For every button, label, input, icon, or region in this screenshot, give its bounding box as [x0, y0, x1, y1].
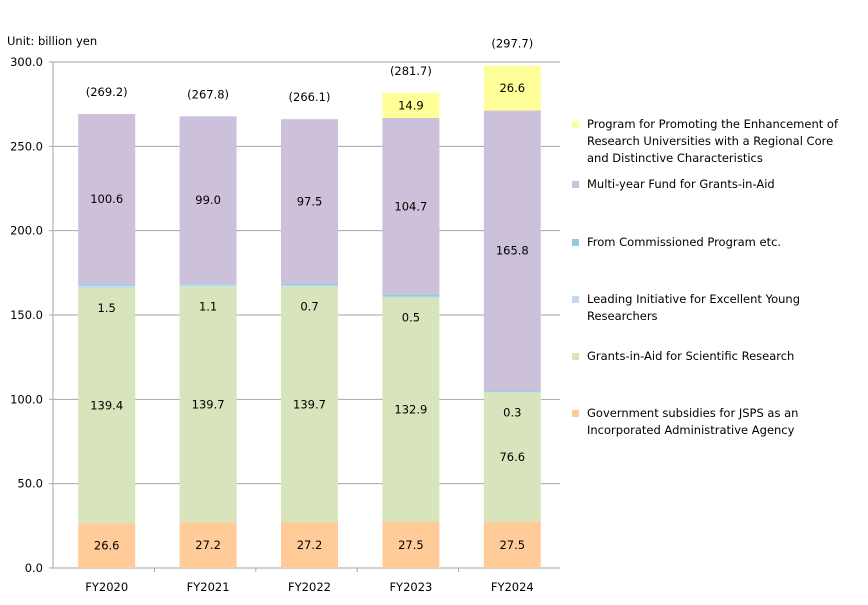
legend-label: Grants-in-Aid for Scientific Research	[587, 349, 795, 363]
legend-swatch	[572, 296, 579, 303]
legend-swatch	[572, 353, 579, 360]
data-label: 27.5	[398, 538, 424, 552]
data-label: 26.6	[94, 539, 120, 553]
unit-label: Unit: billion yen	[7, 34, 98, 48]
bar-segment	[382, 92, 440, 118]
data-label: 100.6	[90, 192, 123, 206]
y-tick-label: 150.0	[10, 308, 43, 322]
data-label: 76.6	[499, 450, 525, 464]
data-label: 132.9	[394, 403, 427, 417]
legend-item: Government subsidies for JSPS as an Inco…	[572, 405, 802, 439]
legend-label: Leading Initiative for Excellent Young R…	[587, 292, 800, 323]
data-label: 139.7	[192, 397, 225, 411]
x-tick-label: FY2024	[491, 580, 534, 594]
legend-label: Program for Promoting the Enhancement of…	[587, 117, 838, 165]
bar-segment	[483, 392, 541, 522]
bar-segment	[78, 288, 136, 524]
total-label: (266.1)	[289, 90, 331, 104]
legend-swatch	[572, 181, 579, 188]
data-label: 1.5	[98, 301, 116, 315]
data-label: 99.0	[195, 193, 221, 207]
data-label: 27.2	[297, 538, 323, 552]
data-label: 165.8	[496, 243, 529, 257]
total-label: (269.2)	[86, 85, 128, 99]
y-tick-label: 200.0	[10, 224, 43, 238]
x-tick-label: FY2021	[187, 580, 230, 594]
bar-segment	[483, 65, 541, 111]
legend-item: Grants-in-Aid for Scientific Research	[572, 348, 794, 365]
legend-swatch	[572, 239, 579, 246]
data-label: 0.5	[402, 310, 420, 324]
bar-segment	[281, 285, 338, 287]
data-label: 0.7	[300, 299, 318, 313]
data-label: 14.9	[398, 98, 424, 112]
legend-swatch	[572, 121, 579, 128]
legend-item: Multi-year Fund for Grants-in-Aid	[572, 176, 775, 193]
bar-segment	[78, 114, 136, 284]
data-label: 139.4	[90, 399, 123, 413]
bar-segment	[382, 521, 440, 568]
bar-segment	[179, 284, 237, 287]
x-tick-label: FY2020	[85, 580, 128, 594]
legend-label: Multi-year Fund for Grants-in-Aid	[587, 177, 775, 191]
bar-segment	[281, 286, 338, 523]
bar-segment	[179, 522, 237, 568]
bar-segment	[179, 286, 237, 523]
total-label: (267.8)	[187, 87, 229, 101]
legend-label: Government subsidies for JSPS as an Inco…	[587, 406, 799, 437]
total-label: (281.7)	[390, 64, 432, 78]
x-tick-label: FY2022	[288, 580, 331, 594]
bar-segment	[483, 110, 541, 391]
bar-segment	[382, 297, 440, 522]
bar-segment	[179, 116, 237, 284]
data-label: 139.7	[293, 397, 326, 411]
data-label: 27.5	[499, 538, 525, 552]
bar-segment	[78, 285, 136, 289]
bar-segment	[382, 294, 440, 297]
data-label: 26.6	[499, 81, 525, 95]
legend-item: Leading Initiative for Excellent Young R…	[572, 291, 868, 325]
data-label: 97.5	[297, 194, 323, 208]
legend-swatch	[572, 410, 579, 417]
y-tick-label: 100.0	[10, 392, 43, 406]
bar-segment	[382, 296, 440, 298]
legend-label: From Commissioned Program etc.	[587, 235, 782, 249]
x-tick-label: FY2023	[389, 580, 432, 594]
data-label: 0.3	[503, 405, 521, 419]
data-label: 27.2	[195, 538, 221, 552]
bar-segment	[281, 283, 338, 286]
legend-item: From Commissioned Program etc.	[572, 234, 781, 251]
legend-item: Program for Promoting the Enhancement of…	[572, 116, 852, 167]
data-label: 1.1	[199, 299, 217, 313]
data-label: 104.7	[394, 199, 427, 213]
y-tick-label: 50.0	[17, 477, 43, 491]
bar-segment	[78, 283, 136, 286]
bar-segment	[483, 521, 541, 568]
bar-segment	[483, 391, 541, 393]
bar-segment	[78, 523, 136, 568]
bar-segment	[281, 119, 338, 284]
y-tick-label: 300.0	[10, 55, 43, 69]
bar-segment	[281, 522, 338, 568]
y-tick-label: 0.0	[25, 561, 43, 575]
total-label: (297.7)	[491, 37, 533, 51]
bar-segment	[483, 390, 541, 392]
bar-segment	[179, 283, 237, 285]
bar-segment	[382, 117, 440, 295]
y-tick-label: 250.0	[10, 139, 43, 153]
